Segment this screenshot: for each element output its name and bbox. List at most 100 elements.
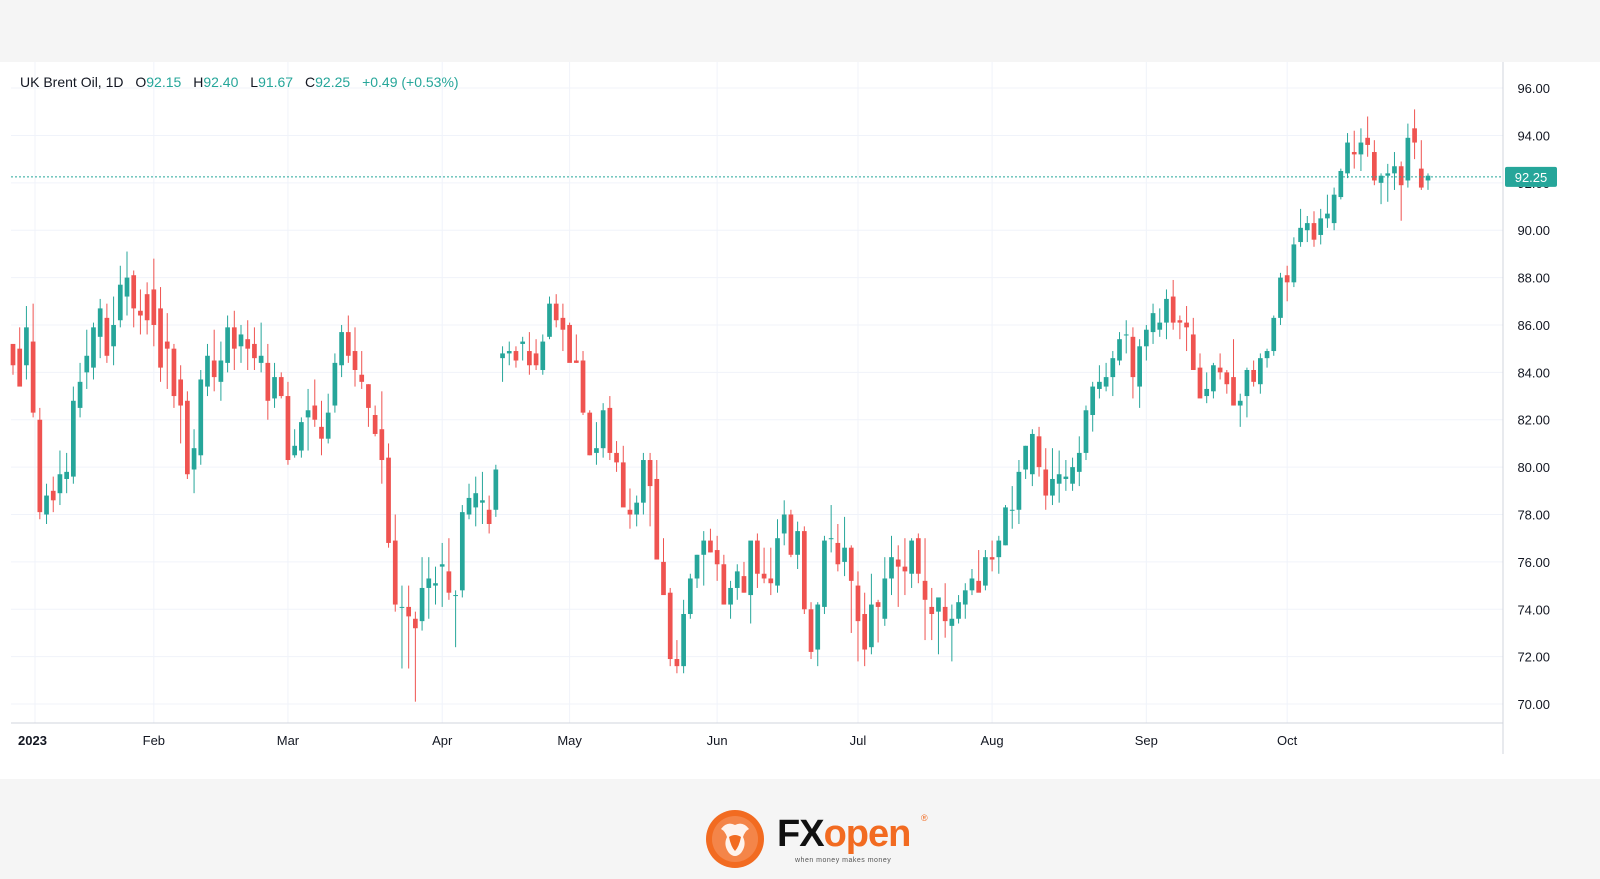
candle-body bbox=[1177, 320, 1183, 323]
candle bbox=[728, 580, 733, 619]
candle-body bbox=[1130, 336, 1136, 378]
candle-body bbox=[567, 324, 572, 363]
candlestick-chart[interactable]: 70.00 72.00 74.00 76.00 78.00 80.00 82.00 84.00… bbox=[0, 62, 1568, 779]
candle-body bbox=[553, 303, 559, 321]
candle bbox=[272, 362, 277, 408]
candle bbox=[1251, 360, 1256, 387]
candle bbox=[1130, 327, 1136, 399]
candle bbox=[614, 441, 619, 472]
candle bbox=[1056, 450, 1062, 503]
candle bbox=[1338, 168, 1344, 200]
candle-body bbox=[1097, 381, 1102, 389]
candle-body bbox=[1291, 244, 1297, 283]
candle-body bbox=[1224, 372, 1230, 385]
candle bbox=[506, 341, 512, 366]
candle-body bbox=[1405, 137, 1411, 181]
candle-body bbox=[560, 317, 566, 330]
chart-panel[interactable]: 70.00 72.00 74.00 76.00 78.00 80.00 82.00 84.00… bbox=[0, 62, 1600, 779]
low-value: 91.67 bbox=[258, 74, 294, 90]
candle bbox=[245, 320, 251, 370]
candle-body bbox=[30, 341, 36, 413]
candle bbox=[761, 547, 767, 584]
candle-body bbox=[768, 578, 774, 584]
candle-body bbox=[164, 341, 170, 349]
candle-body bbox=[714, 550, 720, 565]
candle bbox=[627, 488, 633, 529]
candle-body bbox=[647, 460, 653, 487]
candle bbox=[466, 483, 472, 520]
y-tick-label: 74.00 bbox=[1517, 602, 1550, 617]
candle-body bbox=[748, 540, 754, 596]
candle bbox=[97, 298, 103, 359]
close-value: 92.25 bbox=[315, 74, 351, 90]
candle-body bbox=[942, 606, 948, 622]
candle bbox=[587, 410, 593, 456]
candle-body bbox=[399, 606, 405, 608]
candle-body bbox=[292, 445, 298, 456]
candle bbox=[1351, 130, 1357, 169]
candle-body bbox=[895, 559, 901, 567]
candle bbox=[1177, 315, 1183, 340]
candle-body bbox=[10, 343, 16, 366]
candle bbox=[486, 495, 492, 534]
candle bbox=[372, 405, 378, 437]
candle bbox=[500, 346, 505, 382]
candle-body bbox=[265, 362, 271, 401]
candle bbox=[1190, 317, 1196, 370]
candle-body bbox=[64, 471, 69, 479]
candle-body bbox=[1023, 445, 1028, 470]
candle-body bbox=[77, 381, 83, 408]
candle bbox=[1137, 339, 1142, 408]
candle bbox=[131, 270, 137, 328]
candle bbox=[915, 533, 921, 584]
candle-body bbox=[875, 602, 881, 607]
candle bbox=[399, 585, 405, 669]
candle bbox=[1412, 109, 1417, 160]
candle-body bbox=[198, 379, 204, 456]
candle bbox=[1398, 161, 1404, 221]
open-value: 92.15 bbox=[146, 74, 182, 90]
ohlc-legend: UK Brent Oil, 1D O92.15 H92.40 L91.67 C9… bbox=[20, 74, 459, 90]
candle bbox=[191, 429, 197, 494]
candle bbox=[902, 538, 908, 596]
candle-body bbox=[144, 294, 150, 321]
low-label: L bbox=[250, 74, 259, 90]
candle bbox=[956, 595, 961, 624]
x-tick-label: Jun bbox=[707, 733, 728, 748]
candle bbox=[171, 343, 177, 408]
candle-body bbox=[701, 540, 707, 555]
candle-body bbox=[788, 514, 794, 555]
candle bbox=[426, 557, 432, 619]
last-price-badge bbox=[1505, 166, 1557, 187]
candle bbox=[1157, 308, 1163, 337]
candle bbox=[205, 343, 210, 397]
candle-body bbox=[1311, 223, 1317, 240]
candle bbox=[1050, 448, 1055, 506]
candle-body bbox=[1036, 436, 1042, 468]
candle-body bbox=[439, 564, 445, 567]
x-tick-label: Mar bbox=[277, 733, 300, 748]
candle-body bbox=[158, 308, 163, 368]
candle bbox=[788, 509, 794, 558]
candle bbox=[299, 417, 304, 458]
candle-body bbox=[842, 547, 847, 562]
candle-body bbox=[1398, 166, 1404, 186]
candle bbox=[996, 535, 1002, 574]
candle-body bbox=[661, 561, 666, 596]
candle bbox=[44, 483, 49, 524]
candle-body bbox=[1304, 223, 1310, 231]
candle-body bbox=[1257, 358, 1263, 385]
candle bbox=[111, 296, 116, 366]
candle-body bbox=[929, 606, 935, 615]
candle bbox=[1392, 152, 1397, 190]
candle bbox=[439, 542, 445, 607]
registered-mark: ® bbox=[921, 813, 928, 823]
candle bbox=[1298, 208, 1303, 247]
candle bbox=[252, 327, 257, 370]
candle bbox=[708, 528, 713, 553]
candle bbox=[1325, 194, 1330, 228]
candle bbox=[57, 450, 63, 506]
candle-body bbox=[587, 412, 593, 456]
candle bbox=[1331, 187, 1337, 231]
candle bbox=[258, 322, 264, 373]
